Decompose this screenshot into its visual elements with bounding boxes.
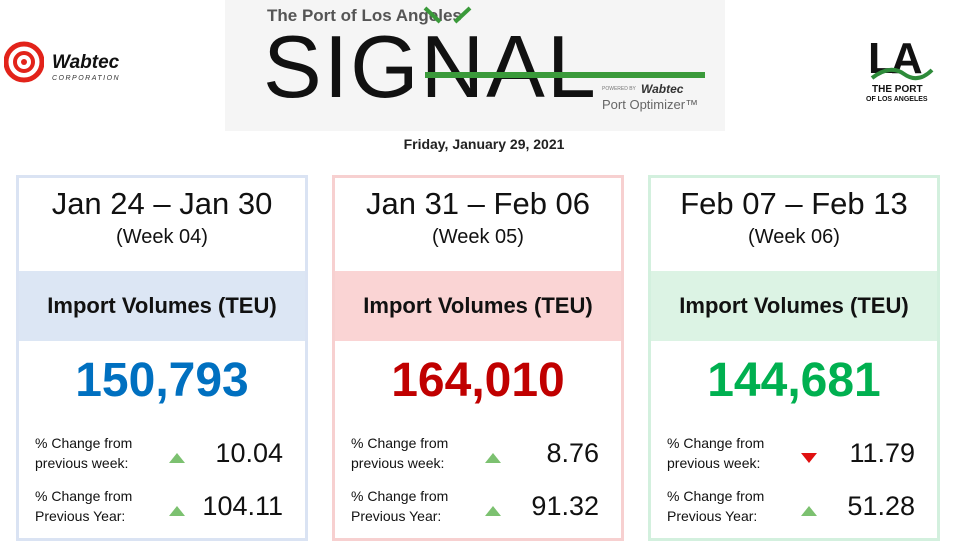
metric-label: Import Volumes (TEU) (651, 271, 937, 341)
kpi-card: Jan 31 – Feb 06 (Week 05) Import Volumes (… (332, 175, 624, 541)
arrow-up (169, 453, 185, 463)
signal-accent (423, 6, 705, 78)
change-label: % Change from (667, 488, 765, 504)
arrow-up (485, 506, 501, 516)
brand-left: Wabtec (52, 52, 120, 73)
card-header: Feb 07 – Feb 13 (Week 06) (651, 178, 937, 271)
change-value: 8.76 (546, 438, 599, 468)
change-label: % Change from (667, 435, 765, 451)
metric-label: Import Volumes (TEU) (19, 271, 305, 341)
week-label: (Week 06) (748, 226, 840, 248)
brand-right-sub: OF LOS ANGELES (866, 96, 928, 103)
date-range: Feb 07 – Feb 13 (680, 186, 908, 221)
change-label: % Change from (351, 435, 449, 451)
card-header: Jan 31 – Feb 06 (Week 05) (335, 178, 621, 271)
change-label: % Change from (35, 488, 133, 504)
change-value: 51.28 (847, 491, 915, 521)
powered: POWERED BY (602, 86, 636, 92)
product: Port Optimizer™ (602, 97, 699, 112)
change-label: previous week: (667, 455, 761, 471)
metric-value: 164,010 (391, 354, 565, 407)
change-label: % Change from (35, 435, 133, 451)
title: SIGNAL (263, 17, 598, 116)
kpi-card: Feb 07 – Feb 13 (Week 06) Import Volumes (… (648, 175, 940, 541)
date-range: Jan 31 – Feb 06 (365, 186, 591, 221)
change-value: 91.32 (531, 491, 599, 521)
date: Friday, January 29, 2021 (403, 136, 565, 152)
date-range: Jan 24 – Jan 30 (51, 186, 273, 221)
change-label: Previous Year: (35, 508, 126, 524)
brand-right-sub: THE PORT (872, 84, 923, 95)
arrow-down (801, 453, 817, 463)
metric-label: Import Volumes (TEU) (335, 271, 621, 341)
change-label: % Change from (351, 488, 449, 504)
la-wave (870, 67, 934, 81)
metric-value: 144,681 (707, 354, 881, 407)
metric-value: 150,793 (75, 354, 249, 407)
change-label: Previous Year: (351, 508, 442, 524)
arrow-up (485, 453, 501, 463)
banner: The Port of Los Angeles SIGNAL POWERED B… (225, 0, 725, 131)
change-value: 104.11 (202, 491, 283, 521)
change-label: previous week: (35, 455, 129, 471)
kicker: The Port of Los Angeles (267, 6, 462, 25)
card-header: Jan 24 – Jan 30 (Week 04) (19, 178, 305, 271)
change-label: Previous Year: (667, 508, 758, 524)
week-label: (Week 05) (432, 226, 524, 248)
change-value: 10.04 (215, 438, 283, 468)
brand-left-sub: CORPORATION (52, 75, 121, 82)
change-value: 11.79 (849, 438, 915, 468)
kpi-card: Jan 24 – Jan 30 (Week 04) Import Volumes (… (16, 175, 308, 541)
change-label: previous week: (351, 455, 445, 471)
wabtec-logo-mark (4, 41, 44, 83)
week-label: (Week 04) (116, 226, 208, 248)
powered-brand: Wabtec (641, 82, 684, 96)
arrow-up (169, 506, 185, 516)
arrow-up (801, 506, 817, 516)
